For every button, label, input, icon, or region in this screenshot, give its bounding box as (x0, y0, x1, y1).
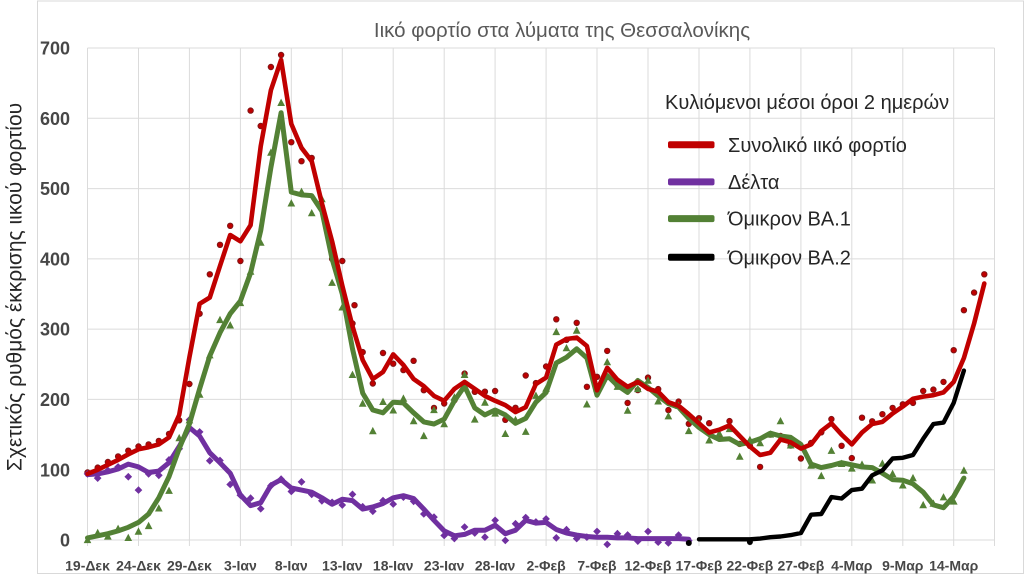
svg-text:Ιικό φορτίο στα λύματα της Θεσ: Ιικό φορτίο στα λύματα της Θεσσαλονίκης (374, 19, 750, 42)
svg-text:500: 500 (40, 179, 70, 199)
svg-text:7-Φεβ: 7-Φεβ (577, 558, 617, 574)
svg-text:Όμικρον ΒΑ.1: Όμικρον ΒΑ.1 (727, 209, 851, 231)
svg-text:18-Ιαν: 18-Ιαν (373, 558, 414, 574)
svg-text:9-Μαρ: 9-Μαρ (882, 558, 924, 574)
svg-text:0: 0 (60, 531, 70, 551)
svg-text:700: 700 (40, 39, 70, 59)
svg-text:600: 600 (40, 109, 70, 129)
svg-text:Κυλιόμενοι μέσοι όροι 2 ημερών: Κυλιόμενοι μέσοι όροι 2 ημερών (665, 92, 949, 114)
svg-text:29-Δεκ: 29-Δεκ (167, 558, 212, 574)
svg-text:Όμικρον ΒΑ.2: Όμικρον ΒΑ.2 (727, 247, 851, 269)
svg-text:8-Ιαν: 8-Ιαν (275, 558, 308, 574)
svg-text:4-Μαρ: 4-Μαρ (831, 558, 873, 574)
svg-text:200: 200 (40, 390, 70, 410)
svg-text:19-Δεκ: 19-Δεκ (65, 558, 110, 574)
svg-text:3-Ιαν: 3-Ιαν (224, 558, 257, 574)
svg-text:22-Φεβ: 22-Φεβ (726, 558, 773, 574)
svg-text:23-Ιαν: 23-Ιαν (424, 558, 465, 574)
svg-text:12-Φεβ: 12-Φεβ (625, 558, 672, 574)
svg-text:Δέλτα: Δέλτα (728, 172, 779, 194)
svg-text:14-Μαρ: 14-Μαρ (929, 558, 979, 574)
svg-text:28-Ιαν: 28-Ιαν (475, 558, 516, 574)
svg-text:400: 400 (40, 250, 70, 270)
svg-text:13-Ιαν: 13-Ιαν (322, 558, 363, 574)
svg-text:24-Δεκ: 24-Δεκ (116, 558, 161, 574)
svg-text:Σχετικός ρυθμός έκκρισης ιικού: Σχετικός ρυθμός έκκρισης ιικού φορτίου (4, 103, 27, 471)
svg-text:27-Φεβ: 27-Φεβ (777, 558, 824, 574)
svg-text:100: 100 (40, 460, 70, 480)
svg-text:17-Φεβ: 17-Φεβ (676, 558, 723, 574)
svg-text:2-Φεβ: 2-Φεβ (527, 558, 567, 574)
svg-text:300: 300 (40, 320, 70, 340)
svg-text:Συνολικό ιικό φορτίο: Συνολικό ιικό φορτίο (728, 135, 907, 157)
